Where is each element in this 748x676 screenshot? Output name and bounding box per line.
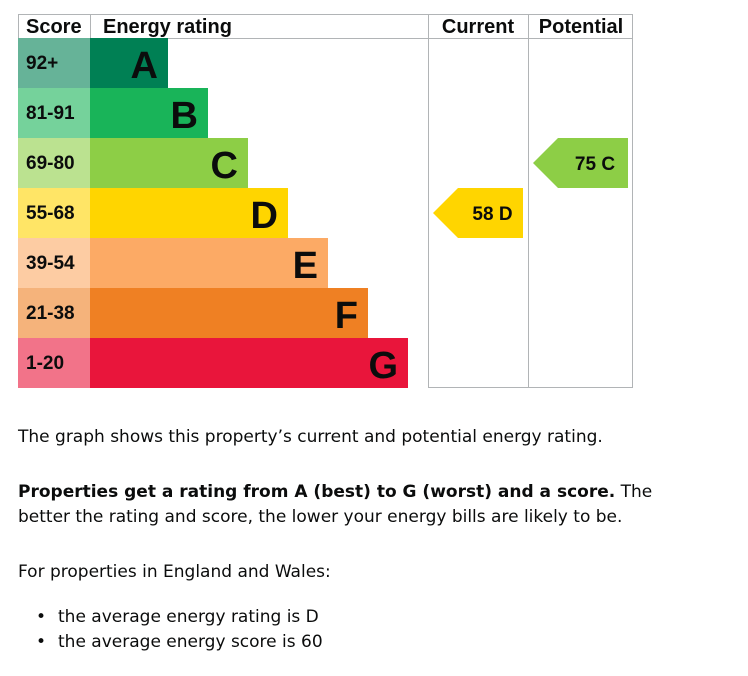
score-range-d: 55-68 [26,203,75,224]
rating-arrows: 58 D 75 C [433,138,628,238]
explanation-rest: The better the rating and score, the low… [18,482,653,527]
chart-description: The graph shows this property’s current … [18,425,658,450]
band-letter-g: G [368,345,398,387]
intro-text: The graph shows this property’s current … [18,427,603,447]
rating-bands: 92+ A 81-91 B 69-80 C 55-68 D 39-54 E 21-38 F 1-20 G [18,38,408,388]
header-score: Score [26,16,82,38]
band-bar-g [90,338,408,388]
band-bar-e [90,238,328,288]
average-intro: For properties in England and Wales: [18,560,658,585]
band-bar-a [90,38,168,88]
score-range-g: 1-20 [26,353,64,374]
epc-chart: Score Energy rating Current Potential 92… [18,14,633,388]
score-range-b: 81-91 [26,103,75,124]
explanation-bold: Properties get a rating from A (best) to… [18,482,616,502]
score-range-c: 69-80 [26,153,75,174]
list-item: the average energy rating is D [18,605,323,630]
score-cell-d [18,188,90,238]
score-cell-g [18,338,90,388]
potential-arrow [533,138,628,188]
rating-explanation: Properties get a rating from A (best) to… [18,480,658,530]
band-bar-f [90,288,368,338]
band-letter-b: B [171,95,198,137]
header-energy-rating: Energy rating [103,16,232,38]
header-potential: Potential [539,16,623,38]
score-range-e: 39-54 [26,253,75,274]
score-cell-c [18,138,90,188]
average-list: the average energy rating is D the avera… [18,605,323,655]
band-bar-c [90,138,248,188]
score-cell-e [18,238,90,288]
current-arrow [433,188,523,238]
current-rating-label: 58 D [472,204,512,225]
band-bar-d [90,188,288,238]
potential-rating-label: 75 C [575,154,615,175]
list-item: the average energy score is 60 [18,630,323,655]
band-letter-a: A [131,45,158,87]
score-range-a: 92+ [26,53,58,74]
average-intro-text: For properties in England and Wales: [18,562,331,582]
score-cell-a [18,38,90,88]
band-letter-f: F [335,295,358,337]
header-current: Current [442,16,515,38]
score-cell-b [18,88,90,138]
explanation-paragraph: Properties get a rating from A (best) to… [18,480,658,530]
score-range-f: 21-38 [26,303,75,324]
band-letter-e: E [293,245,318,287]
band-letter-d: D [251,195,278,237]
band-letter-c: C [211,145,238,187]
score-cell-f [18,288,90,338]
band-bar-b [90,88,208,138]
